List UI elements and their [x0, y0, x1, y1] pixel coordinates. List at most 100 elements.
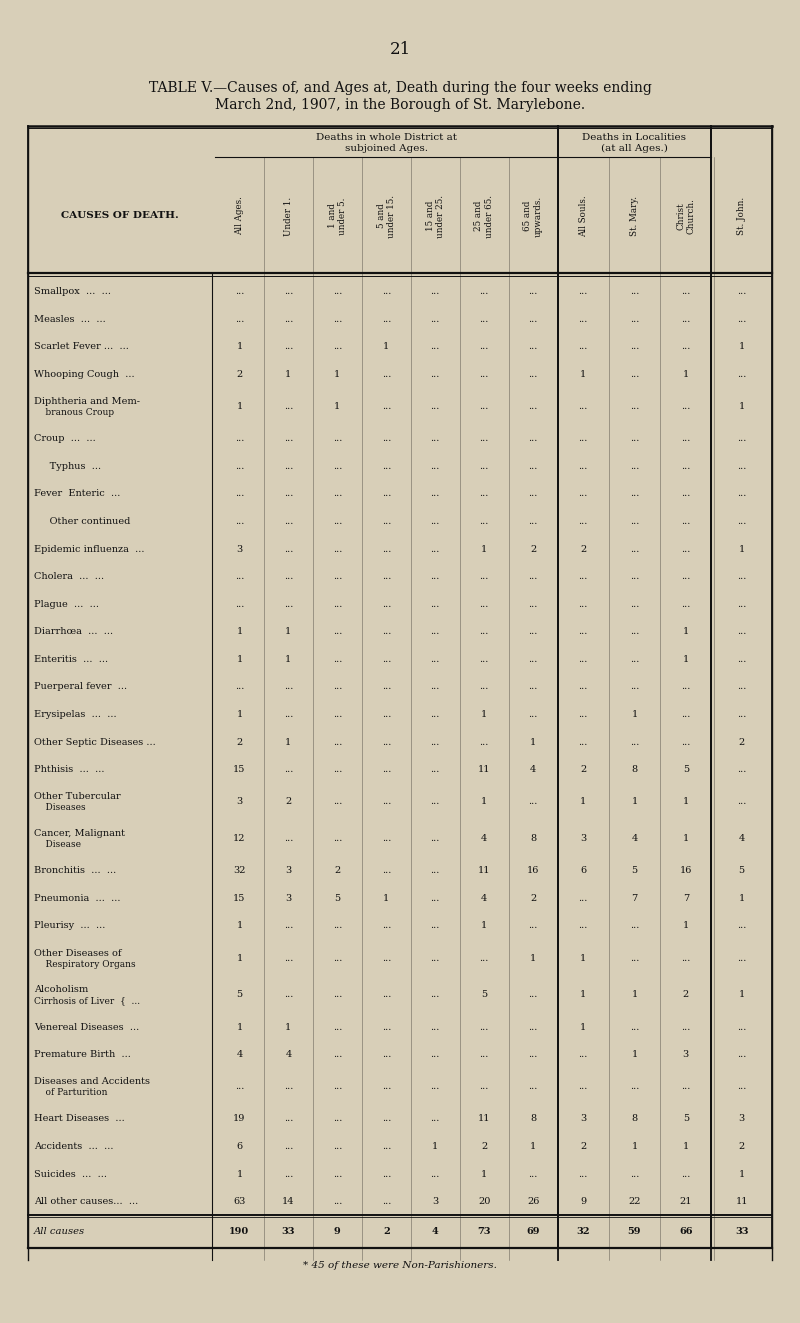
Text: 1: 1	[481, 798, 487, 806]
Text: ...: ...	[284, 287, 293, 296]
Text: 21: 21	[390, 41, 410, 58]
Text: Diphtheria and Mem-: Diphtheria and Mem-	[34, 397, 140, 406]
Text: ...: ...	[529, 1023, 538, 1032]
Text: Under 1.: Under 1.	[284, 196, 293, 235]
Text: 63: 63	[234, 1197, 246, 1207]
Text: ...: ...	[333, 798, 342, 806]
Text: Deaths in whole District at
subjoined Ages.: Deaths in whole District at subjoined Ag…	[316, 134, 457, 152]
Text: ...: ...	[578, 434, 588, 443]
Text: ...: ...	[333, 833, 342, 843]
Text: ...: ...	[430, 1023, 440, 1032]
Text: ...: ...	[284, 315, 293, 324]
Text: ...: ...	[529, 921, 538, 930]
Text: ...: ...	[737, 462, 746, 471]
Text: ...: ...	[430, 572, 440, 581]
Text: ...: ...	[333, 991, 342, 999]
Text: ...: ...	[630, 954, 639, 963]
Text: 1: 1	[580, 1023, 586, 1032]
Text: 2: 2	[481, 1142, 487, 1151]
Text: 1: 1	[682, 370, 689, 378]
Text: ...: ...	[737, 434, 746, 443]
Text: 66: 66	[679, 1226, 693, 1236]
Text: 3: 3	[432, 1197, 438, 1207]
Text: 2: 2	[682, 991, 689, 999]
Text: All Ages.: All Ages.	[235, 197, 244, 235]
Text: 2: 2	[334, 867, 341, 876]
Text: 1: 1	[631, 1142, 638, 1151]
Text: 1: 1	[481, 1170, 487, 1179]
Text: ...: ...	[382, 1142, 391, 1151]
Text: ...: ...	[578, 738, 588, 746]
Text: ...: ...	[529, 490, 538, 499]
Text: ...: ...	[382, 545, 391, 553]
Text: 1: 1	[682, 921, 689, 930]
Text: ...: ...	[578, 599, 588, 609]
Text: 2: 2	[738, 738, 745, 746]
Text: Measles  ...  ...: Measles ... ...	[34, 315, 106, 324]
Text: ...: ...	[529, 991, 538, 999]
Text: St. Mary.: St. Mary.	[630, 196, 639, 235]
Text: 5: 5	[738, 867, 745, 876]
Text: ...: ...	[333, 343, 342, 352]
Text: ...: ...	[681, 343, 690, 352]
Text: 1: 1	[738, 402, 745, 411]
Text: ...: ...	[382, 434, 391, 443]
Text: ...: ...	[681, 683, 690, 692]
Text: ...: ...	[234, 462, 244, 471]
Text: 11: 11	[478, 1114, 490, 1123]
Text: Fever  Enteric  ...: Fever Enteric ...	[34, 490, 120, 499]
Text: 3: 3	[286, 894, 291, 902]
Text: ...: ...	[333, 1114, 342, 1123]
Text: ...: ...	[479, 315, 489, 324]
Text: 1: 1	[236, 627, 242, 636]
Text: ...: ...	[382, 490, 391, 499]
Text: ...: ...	[737, 655, 746, 664]
Text: ...: ...	[529, 599, 538, 609]
Text: ...: ...	[681, 545, 690, 553]
Text: ...: ...	[430, 315, 440, 324]
Text: 1: 1	[334, 402, 341, 411]
Text: ...: ...	[529, 710, 538, 718]
Text: ...: ...	[681, 599, 690, 609]
Text: 16: 16	[527, 867, 539, 876]
Text: ...: ...	[382, 599, 391, 609]
Text: ...: ...	[430, 1170, 440, 1179]
Text: 2: 2	[530, 545, 536, 553]
Text: ...: ...	[630, 462, 639, 471]
Text: Scarlet Fever ...  ...: Scarlet Fever ... ...	[34, 343, 129, 352]
Text: 1: 1	[738, 1170, 745, 1179]
Text: 1: 1	[286, 738, 291, 746]
Text: ...: ...	[681, 462, 690, 471]
Text: ...: ...	[529, 572, 538, 581]
Text: ...: ...	[333, 545, 342, 553]
Text: ...: ...	[382, 370, 391, 378]
Text: ...: ...	[681, 287, 690, 296]
Text: ...: ...	[479, 402, 489, 411]
Text: ...: ...	[430, 833, 440, 843]
Text: ...: ...	[430, 627, 440, 636]
Text: Other Diseases of: Other Diseases of	[34, 949, 122, 958]
Text: Other Septic Diseases ...: Other Septic Diseases ...	[34, 738, 156, 746]
Text: ...: ...	[430, 545, 440, 553]
Text: Plague  ...  ...: Plague ... ...	[34, 599, 99, 609]
Text: ...: ...	[430, 402, 440, 411]
Text: ...: ...	[430, 517, 440, 527]
Text: Diarrhœa  ...  ...: Diarrhœa ... ...	[34, 627, 113, 636]
Text: ...: ...	[529, 402, 538, 411]
Text: 1: 1	[432, 1142, 438, 1151]
Text: ...: ...	[284, 683, 293, 692]
Text: TABLE V.—Causes of, and Ages at, Death during the four weeks ending: TABLE V.—Causes of, and Ages at, Death d…	[149, 81, 651, 95]
Text: ...: ...	[382, 798, 391, 806]
Text: ...: ...	[430, 1082, 440, 1091]
Text: ...: ...	[630, 599, 639, 609]
Text: ...: ...	[430, 738, 440, 746]
Text: 9: 9	[580, 1197, 586, 1207]
Text: ...: ...	[630, 572, 639, 581]
Text: Disease: Disease	[34, 840, 81, 849]
Text: 73: 73	[478, 1226, 491, 1236]
Text: ...: ...	[578, 710, 588, 718]
Text: 32: 32	[234, 867, 246, 876]
Text: ...: ...	[737, 517, 746, 527]
Text: Other continued: Other continued	[34, 517, 130, 527]
Text: 1: 1	[738, 894, 745, 902]
